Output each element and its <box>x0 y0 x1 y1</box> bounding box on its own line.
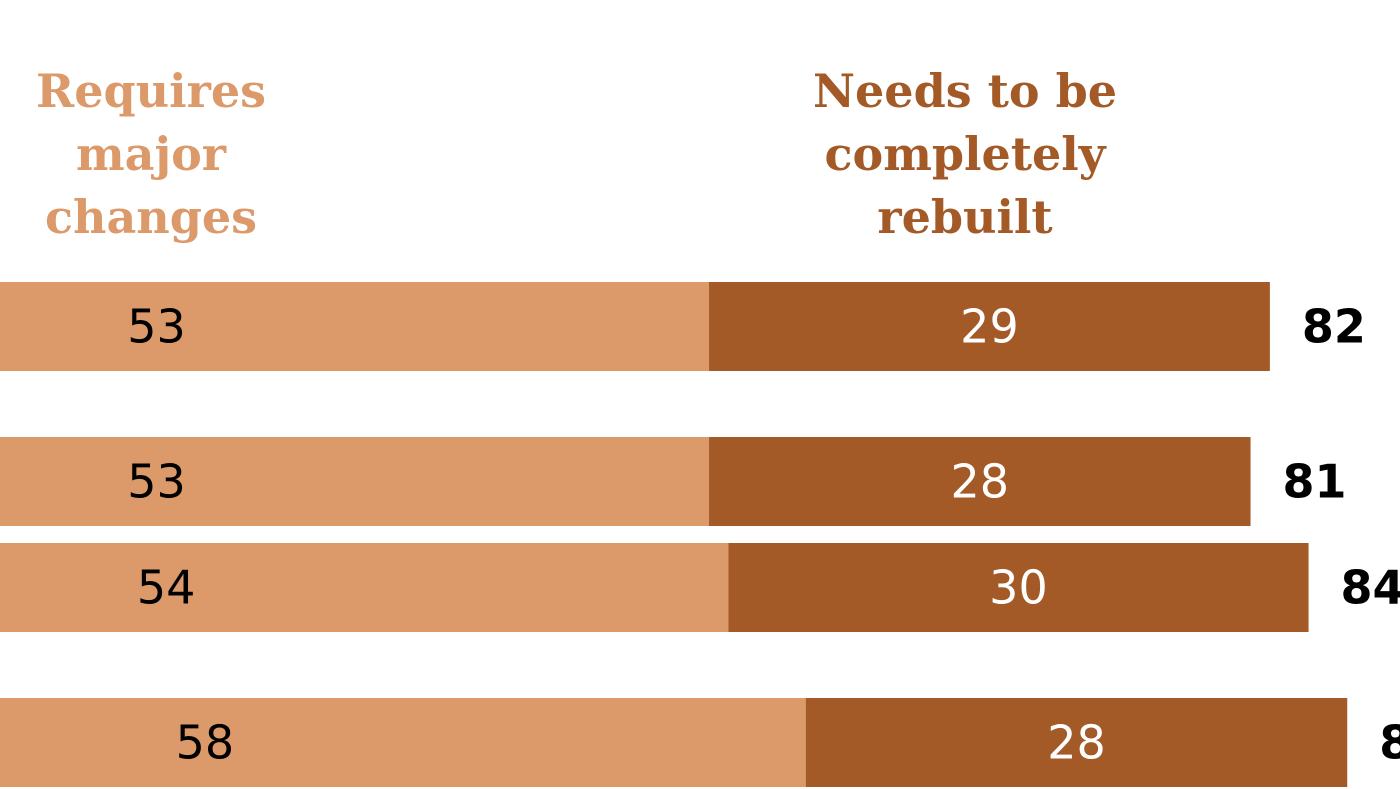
series-header: Needs to be completely rebuilt <box>812 64 1118 244</box>
value-label: 53 <box>127 455 186 509</box>
bar-segment <box>709 282 1270 371</box>
value-label: 58 <box>176 716 235 770</box>
total-label: 81 <box>1283 455 1347 509</box>
value-label: 54 <box>137 561 196 615</box>
total-label: 84 <box>1341 561 1400 615</box>
value-label: 53 <box>127 300 186 354</box>
bar-segment <box>0 437 710 526</box>
total-label: 82 <box>1302 300 1366 354</box>
value-label: 28 <box>1047 716 1106 770</box>
value-label: 28 <box>951 455 1010 509</box>
series-header: Requires major changes <box>36 64 266 244</box>
bar-segment <box>805 698 1348 787</box>
bar-segment <box>0 282 710 371</box>
total-label: 86 <box>1379 716 1400 770</box>
value-label: 29 <box>960 300 1019 354</box>
bar-segment <box>0 698 806 787</box>
bar-segment <box>728 543 1309 632</box>
bar-segment <box>0 543 729 632</box>
bar-segment <box>709 437 1251 526</box>
value-label: 30 <box>989 561 1048 615</box>
